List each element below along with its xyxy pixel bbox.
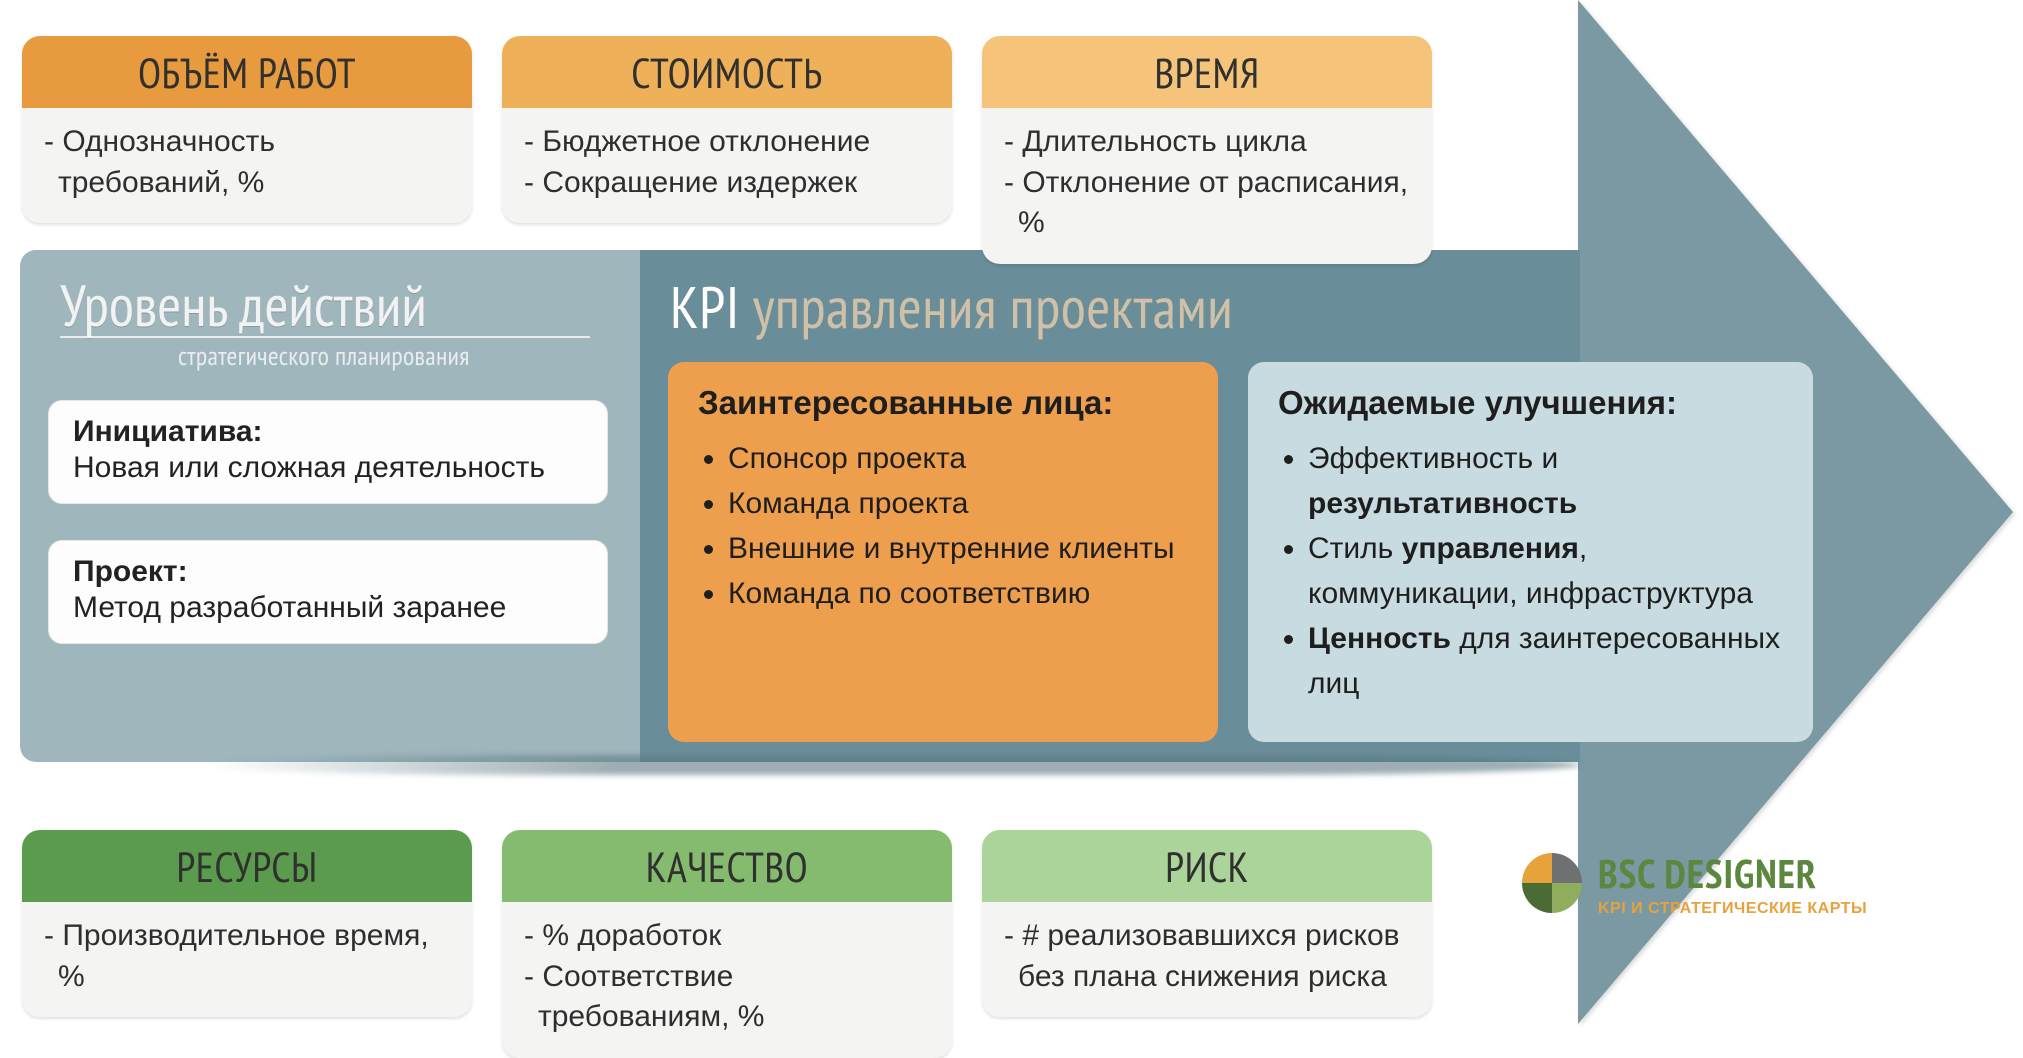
improvements-item: Эффективность и результативность xyxy=(1308,436,1783,526)
left-box-initiative: Инициатива: Новая или сложная деятельнос… xyxy=(48,400,608,504)
top-card-header: ВРЕМЯ xyxy=(982,36,1432,108)
top-card-body: - Длительность цикла - Отклонение от рас… xyxy=(982,108,1432,264)
left-box-project: Проект: Метод разработанный заранее xyxy=(48,540,608,644)
left-box-rest: Новая или сложная деятельность xyxy=(73,451,545,484)
bot-card-body: - % доработок - Соответствие требованиям… xyxy=(502,902,952,1058)
top-card-time: ВРЕМЯ - Длительность цикла - Отклонение … xyxy=(982,36,1432,264)
bot-card-header: КАЧЕСТВО xyxy=(502,830,952,902)
kpi-rest: управления проектами xyxy=(740,270,1233,345)
card-line: - Соответствие требованиям, % xyxy=(524,957,930,1038)
band-title-left: Уровень действий xyxy=(60,268,427,343)
top-card-body: - Однозначность требований, % xyxy=(22,108,472,223)
bot-card-body: - Производительное время, % xyxy=(22,902,472,1017)
improvements-list: Эффективность и результативность Стиль у… xyxy=(1278,436,1783,706)
improvements-item: Стиль управления, коммуникации, инфрастр… xyxy=(1308,526,1783,616)
bot-card-resources: РЕСУРСЫ - Производительное время, % xyxy=(22,830,472,1017)
arrow-shadow xyxy=(200,755,1580,775)
left-box-rest: Метод разработанный заранее xyxy=(73,591,506,624)
card-line: - Бюджетное отклонение xyxy=(524,122,930,163)
top-card-cost: СТОИМОСТЬ - Бюджетное отклонение - Сокра… xyxy=(502,36,952,223)
logo-line2: KPI И СТРАТЕГИЧЕСКИЕ КАРТЫ xyxy=(1598,900,1867,918)
stakeholders-item: Команда по соответствию xyxy=(728,571,1188,616)
band-title-right: KPI управления проектами xyxy=(670,270,1233,345)
stakeholders-title: Заинтересованные лица: xyxy=(698,384,1188,422)
left-box-bold: Проект: xyxy=(73,555,583,589)
card-line: - Длительность цикла xyxy=(1004,122,1410,163)
band-title-left-sub: стратегического планирования xyxy=(178,340,470,373)
bot-card-quality: КАЧЕСТВО - % доработок - Соответствие тр… xyxy=(502,830,952,1058)
card-line: - % доработок xyxy=(524,916,930,957)
bsc-designer-logo: BSC DESIGNER KPI И СТРАТЕГИЧЕСКИЕ КАРТЫ xyxy=(1520,848,1867,918)
stakeholders-item: Внешние и внутренние клиенты xyxy=(728,526,1188,571)
logo-pie-icon xyxy=(1520,851,1584,915)
bot-card-header: РЕСУРСЫ xyxy=(22,830,472,902)
bot-card-header: РИСК xyxy=(982,830,1432,902)
bot-card-body: - # реализовавшихся рисков без плана сни… xyxy=(982,902,1432,1017)
top-card-scope: ОБЪЁМ РАБОТ - Однозначность требований, … xyxy=(22,36,472,223)
improvements-title: Ожидаемые улучшения: xyxy=(1278,384,1783,422)
kpi-word: KPI xyxy=(670,270,740,345)
top-card-body: - Бюджетное отклонение - Сокращение изде… xyxy=(502,108,952,223)
card-line: - # реализовавшихся рисков без плана сни… xyxy=(1004,916,1410,997)
logo-line1: BSC DESIGNER xyxy=(1598,848,1867,900)
improvements-item: Ценность для заинтересованных лиц xyxy=(1308,616,1783,706)
left-box-bold: Инициатива: xyxy=(73,415,583,449)
stakeholders-item: Спонсор проекта xyxy=(728,436,1188,481)
logo-text: BSC DESIGNER KPI И СТРАТЕГИЧЕСКИЕ КАРТЫ xyxy=(1598,848,1867,918)
bot-card-risk: РИСК - # реализовавшихся рисков без план… xyxy=(982,830,1432,1017)
card-line: - Однозначность требований, % xyxy=(44,122,450,203)
stakeholders-list: Спонсор проекта Команда проекта Внешние … xyxy=(698,436,1188,616)
infographic-stage: Уровень действий стратегического планиро… xyxy=(0,0,2023,1028)
stakeholders-item: Команда проекта xyxy=(728,481,1188,526)
top-card-header: СТОИМОСТЬ xyxy=(502,36,952,108)
card-line: - Сокращение издержек xyxy=(524,163,930,204)
improvements-box: Ожидаемые улучшения: Эффективность и рез… xyxy=(1248,362,1813,742)
band-title-underline xyxy=(60,336,590,338)
card-line: - Отклонение от расписания, % xyxy=(1004,163,1410,244)
top-card-header: ОБЪЁМ РАБОТ xyxy=(22,36,472,108)
stakeholders-box: Заинтересованные лица: Спонсор проекта К… xyxy=(668,362,1218,742)
card-line: - Производительное время, % xyxy=(44,916,450,997)
